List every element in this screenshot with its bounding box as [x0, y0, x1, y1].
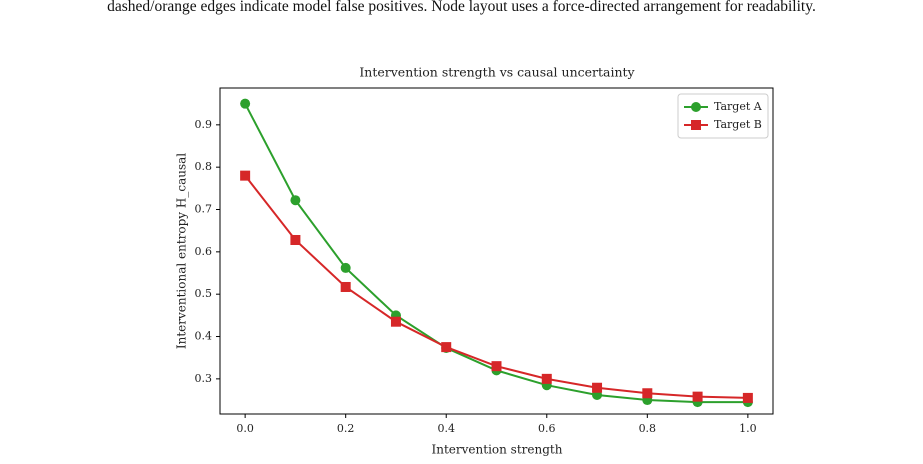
plot-frame [219, 87, 774, 415]
marker [240, 98, 251, 109]
x-tick-label: 0.8 [639, 422, 657, 435]
x-tick-label: 0.0 [236, 422, 254, 435]
y-tick-label: 0.6 [195, 245, 213, 258]
legend-label: Target A [714, 100, 763, 113]
legend-marker [691, 102, 701, 112]
marker [340, 262, 351, 273]
chart-title: Intervention strength vs causal uncertai… [359, 65, 635, 80]
y-tick-label: 0.7 [195, 203, 213, 216]
marker [692, 391, 703, 402]
marker [390, 316, 401, 327]
marker [541, 373, 552, 384]
x-tick-label: 0.6 [538, 422, 556, 435]
x-tick-label: 0.4 [437, 422, 455, 435]
marker [240, 170, 251, 181]
marker [592, 382, 603, 393]
marker [742, 392, 753, 403]
marker [491, 361, 502, 372]
x-tick-label: 0.2 [337, 422, 355, 435]
caption-text: dashed/orange edges indicate model false… [107, 0, 816, 15]
series-line [244, 103, 748, 404]
marker [290, 195, 301, 206]
y-axis-label: Interventional entropy H_causal [175, 153, 189, 349]
marker [642, 388, 653, 399]
y-tick-label: 0.9 [195, 118, 213, 131]
y-tick-label: 0.8 [195, 160, 213, 173]
y-tick-label: 0.5 [195, 287, 213, 300]
marker [441, 342, 452, 353]
marker [340, 281, 351, 292]
x-tick-label: 1.0 [739, 422, 757, 435]
y-tick-label: 0.3 [195, 372, 213, 385]
y-tick-label: 0.4 [195, 330, 213, 343]
legend-label: Target B [714, 118, 762, 131]
x-axis-label: Intervention strength [432, 443, 563, 457]
marker [290, 234, 301, 245]
legend-marker [691, 120, 701, 130]
